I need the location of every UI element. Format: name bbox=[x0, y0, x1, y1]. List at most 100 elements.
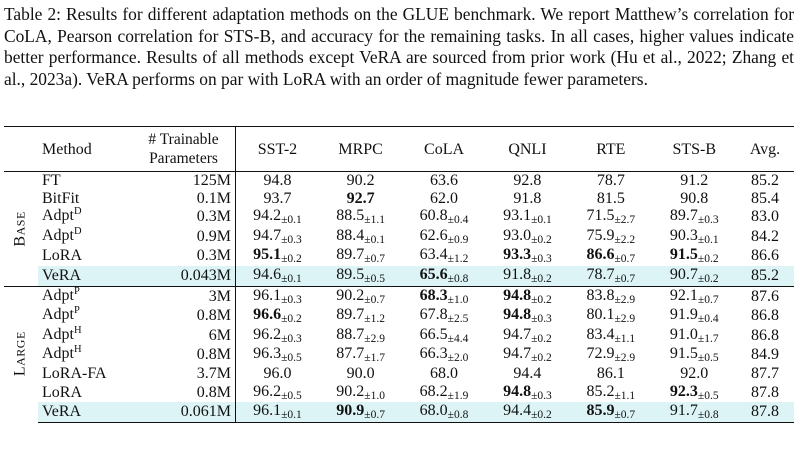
score-cell: 90.0 bbox=[319, 365, 402, 383]
params-cell: 0.061M bbox=[132, 402, 236, 423]
score-cell: 90.8 bbox=[653, 190, 736, 208]
header-row: Method # Trainable Parameters SST-2 MRPC CoLA… bbox=[4, 126, 794, 172]
score-value: 96.3 bbox=[253, 345, 282, 363]
score-value: 90.9 bbox=[336, 402, 365, 420]
score-std: ±0.1 bbox=[281, 409, 302, 422]
method-cell: AdptD bbox=[38, 206, 132, 227]
score-value: 86.6 bbox=[586, 246, 615, 264]
score-std: ±0.3 bbox=[281, 293, 302, 306]
score-cell: 71.5±2.7 bbox=[569, 207, 652, 227]
score-std: ±2.2 bbox=[614, 233, 636, 246]
score-value: 93.3 bbox=[503, 246, 532, 264]
table-row: AdptD 0.3M 94.2±0.1 88.5±1.1 60.8±0.4 93.1±0.… bbox=[4, 206, 794, 227]
params-cell: 3.7M bbox=[132, 364, 236, 383]
table-row: LoRA-FA 3.7M 96.0 90.0 68.0 94.4 86.1 92.0 87.7 bbox=[4, 364, 794, 383]
score-value: 94.8 bbox=[263, 172, 292, 189]
score-std: ±2.5 bbox=[447, 313, 469, 326]
score-value: 96.2 bbox=[253, 382, 282, 400]
score-cell: 90.7±0.2 bbox=[652, 265, 736, 287]
table-row: LARGE AdptP 3M 96.1±0.3 90.2±0.7 68.3±1.0 94.8… bbox=[4, 285, 794, 423]
score-value: 83.4 bbox=[586, 325, 615, 343]
group-header-spacer bbox=[4, 126, 38, 172]
score-cell: 90.9±0.7 bbox=[318, 402, 403, 423]
params-cell: 0.9M bbox=[132, 226, 236, 247]
params-cell: 0.043M bbox=[132, 265, 236, 287]
score-cell: 62.0 bbox=[402, 190, 485, 208]
score-std: ±0.5 bbox=[281, 352, 302, 365]
column-header-mrpc: MRPC bbox=[318, 126, 403, 172]
method-name: LoRA bbox=[42, 247, 82, 265]
method-cell: LoRA-FA bbox=[38, 365, 132, 383]
score-value: 96.1 bbox=[253, 402, 282, 420]
score-value: 89.5 bbox=[336, 265, 365, 283]
score-value: 83.8 bbox=[586, 286, 615, 304]
params-cell: 3M bbox=[132, 285, 236, 307]
score-std: ±0.7 bbox=[614, 272, 636, 285]
avg-cell: 85.2 bbox=[736, 170, 794, 190]
score-std: ±2.0 bbox=[447, 352, 469, 365]
score-std: ±0.1 bbox=[364, 233, 385, 246]
score-std: ±1.7 bbox=[697, 332, 719, 345]
score-std: ±0.3 bbox=[281, 332, 302, 345]
score-std: ±2.7 bbox=[614, 214, 636, 227]
score-cell: 89.5±0.5 bbox=[318, 265, 403, 287]
score-std: ±1.0 bbox=[364, 389, 385, 402]
score-value: 89.7 bbox=[336, 306, 365, 324]
method-superscript: H bbox=[74, 324, 82, 336]
score-cell: 94.7±0.2 bbox=[486, 326, 569, 346]
score-cell: 65.6±0.8 bbox=[402, 265, 486, 287]
score-cell: 92.3±0.5 bbox=[653, 383, 736, 403]
method-cell: AdptH bbox=[38, 344, 132, 365]
score-std: ±0.3 bbox=[531, 389, 552, 402]
score-cell: 89.7±0.7 bbox=[319, 246, 402, 266]
score-cell: 93.7 bbox=[236, 190, 319, 208]
score-value: 94.6 bbox=[253, 265, 282, 283]
avg-cell: 87.7 bbox=[751, 364, 779, 382]
params-cell: 0.8M bbox=[132, 382, 236, 403]
score-value: 96.0 bbox=[263, 364, 292, 382]
score-std: ±0.1 bbox=[697, 233, 719, 246]
score-value: 92.1 bbox=[669, 286, 698, 304]
score-cell: 83.8±2.9 bbox=[569, 285, 653, 307]
score-value: 68.3 bbox=[419, 286, 448, 304]
score-std: ±0.7 bbox=[697, 293, 719, 306]
score-value: 78.7 bbox=[596, 172, 625, 189]
score-cell: 88.4±0.1 bbox=[319, 227, 402, 247]
score-cell: 95.1±0.2 bbox=[236, 246, 319, 266]
score-cell: 72.9±2.9 bbox=[569, 345, 652, 365]
score-value: 93.0 bbox=[503, 226, 532, 244]
method-name: LoRA bbox=[42, 383, 82, 401]
score-cell: 86.1 bbox=[569, 365, 652, 383]
score-cell: 68.0 bbox=[402, 365, 485, 383]
table-caption: Table 2: Results for different adaptatio… bbox=[4, 4, 794, 89]
score-value: 71.5 bbox=[586, 207, 615, 225]
score-value: 91.9 bbox=[669, 306, 698, 324]
method-cell: BitFit bbox=[38, 190, 132, 208]
score-cell: 96.6±0.2 bbox=[236, 306, 319, 326]
table-row: AdptP 0.8M 96.6±0.2 89.7±1.2 67.8±2.5 94.8±0.… bbox=[4, 305, 794, 326]
score-cell: 68.2±1.9 bbox=[402, 383, 485, 403]
score-value: 68.0 bbox=[430, 364, 459, 382]
score-cell: 94.8±0.2 bbox=[485, 285, 570, 307]
score-cell: 91.8 bbox=[486, 190, 569, 208]
method-cell: AdptH bbox=[38, 324, 132, 346]
score-std: ±0.4 bbox=[697, 313, 719, 326]
avg-cell: 85.4 bbox=[751, 189, 779, 207]
score-std: ±0.3 bbox=[531, 253, 552, 266]
method-name: VeRA bbox=[42, 266, 82, 284]
score-cell: 88.5±1.1 bbox=[319, 207, 402, 227]
params-cell: 6M bbox=[132, 325, 236, 346]
score-value: 88.7 bbox=[336, 325, 365, 343]
score-value: 78.7 bbox=[586, 265, 615, 283]
score-cell: 91.5±0.5 bbox=[653, 345, 736, 365]
table-body: BASE FT 125M 94.8 90.2 63.6 92.8 78.7 91.2 85.2 Bi… bbox=[4, 170, 794, 423]
score-cell: 91.9±0.4 bbox=[653, 306, 736, 326]
score-value: 94.4 bbox=[513, 364, 542, 382]
score-value: 89.7 bbox=[669, 207, 698, 225]
column-header-trainable-parameters: # Trainable Parameters bbox=[132, 126, 236, 172]
score-cell: 94.7±0.2 bbox=[486, 345, 569, 365]
score-std: ±0.5 bbox=[697, 389, 719, 402]
score-std: ±0.5 bbox=[697, 352, 719, 365]
method-cell: LoRA bbox=[38, 246, 132, 266]
method-superscript: P bbox=[74, 285, 80, 297]
